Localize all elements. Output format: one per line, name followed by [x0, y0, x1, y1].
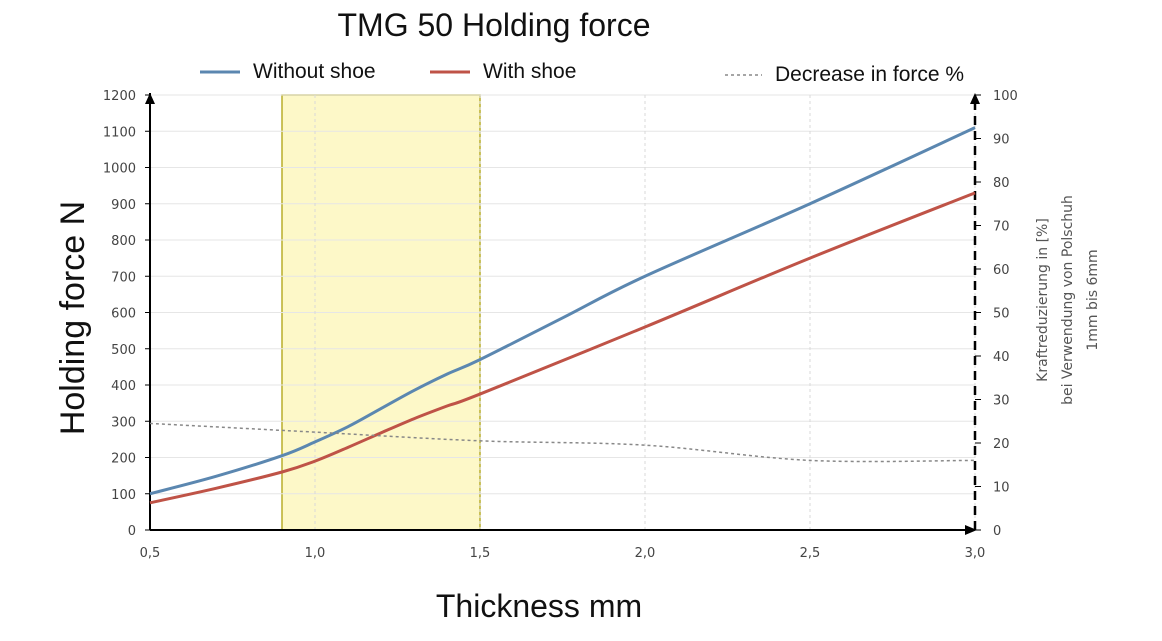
y2-tick-label: 60 — [993, 263, 1010, 278]
y2-tick-label: 90 — [993, 133, 1010, 148]
x-axis-title: Thickness mm — [436, 588, 642, 624]
y2-tick-label: 100 — [993, 89, 1018, 104]
y-tick-label: 800 — [111, 234, 136, 249]
y2-axis-title-line: bei Verwendung von Polschuh — [1060, 195, 1076, 405]
y-tick-label: 0 — [128, 524, 136, 539]
y2-axis-title: Kraftreduzierung in [%] bei Verwendung vo… — [1035, 195, 1101, 405]
y-tick-label: 200 — [111, 452, 136, 467]
y-tick-label: 500 — [111, 343, 136, 358]
series-line-without-shoe — [149, 126, 976, 496]
y2-tick-label: 0 — [993, 524, 1001, 539]
y-tick-label: 1200 — [103, 89, 136, 104]
y2-axis-title-line: 1mm bis 6mm — [1085, 249, 1101, 350]
x-tick-label: 1,5 — [470, 546, 491, 561]
y-tick-label: 600 — [111, 307, 136, 322]
y2-tick-label: 30 — [993, 394, 1010, 409]
legend-label: Decrease in force % — [775, 63, 964, 86]
y-tick-label: 900 — [111, 198, 136, 213]
y2-axis-arrow — [970, 93, 980, 104]
y2-tick-label: 70 — [993, 220, 1010, 235]
y2-tick-label: 10 — [993, 481, 1010, 496]
x-tick-label: 1,0 — [305, 546, 326, 561]
y-axis-title: Holding force N — [54, 201, 92, 435]
y2-axis-title-line: Kraftreduzierung in [%] — [1035, 218, 1051, 382]
y-tick-label: 300 — [111, 415, 136, 430]
x-axis-arrow — [965, 525, 977, 535]
legend: Without shoe With shoe Decrease in force % — [200, 60, 964, 86]
x-tick-label: 0,5 — [140, 546, 161, 561]
x-tick-label: 3,0 — [965, 546, 986, 561]
series-line-decrease-in-force — [149, 422, 976, 463]
x-tick-label: 2,5 — [800, 546, 821, 561]
y-tick-label: 400 — [111, 379, 136, 394]
series-line-with-shoe — [149, 191, 976, 505]
tick-labels: 0100200300400500600700800900100011001200… — [103, 89, 1018, 561]
y-tick-label: 1100 — [103, 125, 136, 140]
series-lines — [149, 126, 976, 505]
axes — [145, 93, 981, 535]
x-tick-label: 2,0 — [635, 546, 656, 561]
y-tick-label: 1000 — [103, 162, 136, 177]
y2-tick-label: 50 — [993, 307, 1010, 322]
y-tick-label: 100 — [111, 488, 136, 503]
chart-title: TMG 50 Holding force — [337, 7, 650, 43]
y-axis-arrow — [145, 93, 155, 104]
y2-tick-label: 40 — [993, 350, 1010, 365]
legend-label: With shoe — [483, 60, 576, 83]
legend-label: Without shoe — [253, 60, 376, 83]
gridlines — [150, 94, 976, 531]
y2-tick-label: 20 — [993, 437, 1010, 452]
y2-tick-label: 80 — [993, 176, 1010, 191]
y-tick-label: 700 — [111, 270, 136, 285]
